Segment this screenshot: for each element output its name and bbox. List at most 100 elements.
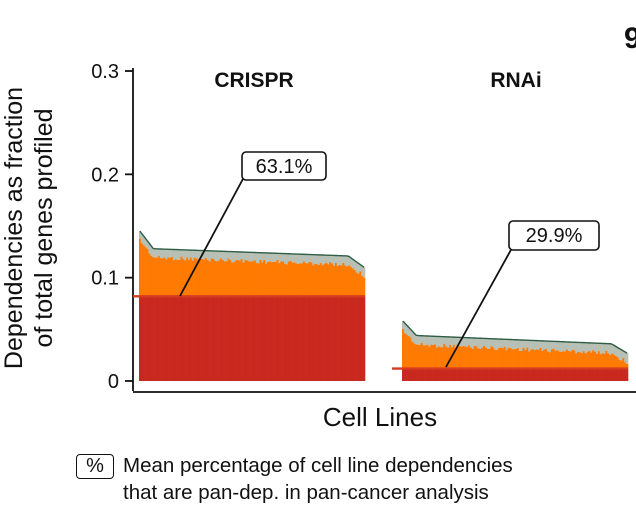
total-dependency-tip	[449, 336, 452, 345]
rnai-callout-leader	[445, 247, 513, 368]
pan-dependency-bar	[513, 368, 516, 381]
total-dependency-bar	[323, 263, 326, 297]
pan-dependency-bar	[263, 296, 266, 381]
pan-dependency-bar	[501, 368, 504, 381]
total-dependency-tip	[317, 254, 321, 266]
total-dependency-bar	[531, 349, 535, 369]
total-dependency-tip	[443, 336, 446, 344]
total-dependency-bar	[588, 351, 591, 369]
total-dependency-tip	[278, 253, 281, 264]
pan-dependency-bar	[229, 296, 232, 381]
total-dependency-bar	[154, 257, 157, 297]
total-dependency-tip	[231, 251, 234, 263]
pan-dependency-bar	[186, 296, 189, 381]
total-dependency-bar	[332, 265, 336, 297]
total-dependency-tip	[184, 249, 187, 261]
total-dependency-tip	[507, 339, 510, 348]
total-dependency-bar	[522, 347, 525, 369]
total-dependency-tip	[437, 336, 440, 347]
total-dependency-tip	[484, 338, 488, 348]
total-dependency-tip	[498, 339, 501, 349]
legend-percent-symbol: %	[76, 454, 114, 479]
total-dependency-bar	[434, 344, 437, 369]
total-dependency-bar	[609, 354, 612, 369]
total-dependency-tip	[289, 253, 292, 261]
total-dependency-tip	[467, 337, 471, 346]
total-dependency-tip	[620, 349, 623, 361]
total-dependency-tip	[441, 336, 444, 348]
total-dependency-bar	[184, 260, 187, 297]
pan-dependency-bar	[558, 368, 561, 381]
total-dependency-tip	[569, 342, 572, 352]
y-axis-label-line2: of total genes profiled	[30, 108, 58, 347]
pan-dependency-bar	[344, 296, 347, 381]
pan-dependency-bar	[447, 368, 450, 381]
total-dependency-bar	[428, 346, 431, 369]
total-dependency-tip	[186, 249, 189, 258]
pan-dependency-bar	[550, 368, 553, 381]
total-dependency-bar	[212, 258, 215, 297]
pan-dependency-bar	[144, 296, 147, 381]
pan-dependency-bar	[402, 368, 405, 381]
total-dependency-bar	[503, 346, 506, 369]
total-dependency-tip	[422, 335, 425, 346]
pan-dependency-bar	[253, 296, 257, 381]
total-dependency-bar	[437, 346, 440, 369]
total-dependency-tip	[482, 338, 486, 346]
pan-dependency-bar	[163, 296, 166, 381]
total-dependency-tip	[206, 250, 209, 261]
total-dependency-bar	[577, 351, 580, 369]
total-dependency-bar	[533, 350, 537, 369]
total-dependency-tip	[144, 238, 147, 248]
pan-dependency-bar	[575, 368, 578, 381]
pan-dependency-bar	[407, 368, 410, 381]
pan-dependency-bar	[584, 368, 587, 381]
total-dependency-tip	[526, 340, 529, 348]
pan-dependency-bar	[327, 296, 330, 381]
pan-dependency-bar	[424, 368, 427, 381]
pan-dependency-bar	[511, 368, 514, 381]
pan-dependency-bar	[452, 368, 456, 381]
total-dependency-tip	[511, 339, 514, 350]
total-dependency-bar	[285, 264, 289, 297]
pan-dependency-bar	[274, 296, 277, 381]
total-dependency-bar	[225, 261, 228, 297]
total-dependency-bar	[471, 348, 474, 369]
total-dependency-bar	[223, 261, 226, 297]
total-dependency-tip	[246, 252, 249, 261]
total-dependency-bar	[248, 261, 251, 297]
total-dependency-bar	[594, 351, 597, 369]
pan-dependency-bar	[499, 368, 503, 381]
total-dependency-tip	[297, 254, 300, 264]
pan-dependency-bar	[430, 368, 433, 381]
total-dependency-tip	[257, 252, 260, 264]
pan-dependency-bar	[582, 368, 585, 381]
total-dependency-tip	[193, 250, 196, 258]
total-dependency-bar	[199, 258, 202, 297]
total-dependency-bar	[454, 347, 457, 369]
total-dependency-tip	[439, 336, 442, 348]
total-dependency-tip	[531, 340, 535, 350]
pan-dependency-bar	[556, 368, 559, 381]
total-dependency-tip	[187, 250, 191, 260]
total-dependency-bar	[146, 248, 149, 297]
total-dependency-tip	[554, 341, 557, 351]
total-dependency-bar	[293, 262, 296, 297]
pan-dependency-bar	[336, 296, 339, 381]
total-dependency-tip	[308, 254, 311, 262]
total-dependency-tip	[176, 249, 179, 260]
pan-dependency-bar	[432, 368, 435, 381]
pan-dependency-bar	[306, 296, 309, 381]
total-dependency-tip	[342, 255, 345, 263]
total-dependency-tip	[450, 337, 454, 348]
total-dependency-tip	[481, 338, 484, 348]
total-dependency-tip	[282, 253, 285, 262]
pan-dependency-bar	[603, 368, 606, 381]
pan-dependency-bar	[291, 296, 294, 381]
total-dependency-tip	[535, 340, 538, 350]
total-dependency-tip	[586, 342, 589, 352]
pan-dependency-bar	[221, 296, 225, 381]
total-dependency-outline	[402, 320, 628, 354]
total-dependency-bar	[176, 259, 179, 297]
pan-dependency-bar	[545, 368, 548, 381]
